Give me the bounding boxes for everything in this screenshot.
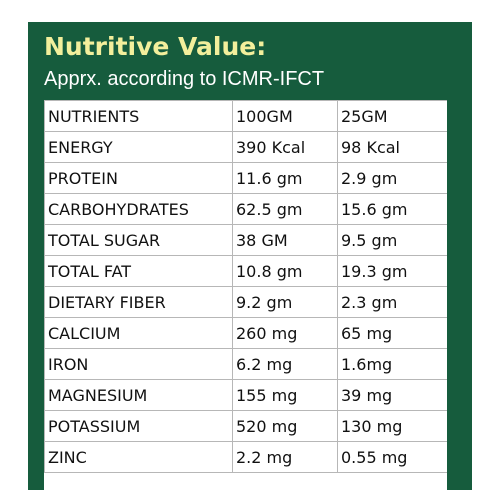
table-row-potassium: POTASSIUM 520 mg 130 mg — [44, 410, 447, 442]
table-row-protein: PROTEIN 11.6 gm 2.9 gm — [44, 162, 447, 194]
value-25gm: 0.55 mg — [337, 441, 447, 473]
value-100gm: 155 mg — [232, 379, 338, 411]
value-25gm: 39 mg — [337, 379, 447, 411]
nutritive-value-panel: Nutritive Value: Apprx. according to ICM… — [28, 22, 472, 490]
value-25gm: 9.5 gm — [337, 224, 447, 256]
table-header-row: NUTRIENTS 100GM 25GM — [44, 100, 447, 132]
nutrient-name: TOTAL SUGAR — [44, 224, 233, 256]
panel-title: Nutritive Value: — [44, 32, 267, 61]
value-100gm: 10.8 gm — [232, 255, 338, 287]
value-100gm: 9.2 gm — [232, 286, 338, 318]
header-25gm: 25GM — [337, 100, 447, 132]
value-25gm: 15.6 gm — [337, 193, 447, 225]
value-100gm: 62.5 gm — [232, 193, 338, 225]
nutrient-name: PROTEIN — [44, 162, 233, 194]
nutrient-name: CALCIUM — [44, 317, 233, 349]
nutrient-name: ZINC — [44, 441, 233, 473]
nutrition-table-container: NUTRIENTS 100GM 25GM ENERGY 390 Kcal 98 … — [44, 100, 447, 490]
value-100gm: 11.6 gm — [232, 162, 338, 194]
nutrition-table: NUTRIENTS 100GM 25GM ENERGY 390 Kcal 98 … — [44, 100, 447, 473]
value-25gm: 19.3 gm — [337, 255, 447, 287]
nutrient-name: TOTAL FAT — [44, 255, 233, 287]
nutrient-name: MAGNESIUM — [44, 379, 233, 411]
value-25gm: 65 mg — [337, 317, 447, 349]
table-row-zinc: ZINC 2.2 mg 0.55 mg — [44, 441, 447, 473]
nutrient-name: ENERGY — [44, 131, 233, 163]
value-100gm: 520 mg — [232, 410, 338, 442]
table-row-calcium: CALCIUM 260 mg 65 mg — [44, 317, 447, 349]
nutrient-name: IRON — [44, 348, 233, 380]
table-row-magnesium: MAGNESIUM 155 mg 39 mg — [44, 379, 447, 411]
value-25gm: 1.6mg — [337, 348, 447, 380]
table-row-carbohydrates: CARBOHYDRATES 62.5 gm 15.6 gm — [44, 193, 447, 225]
value-25gm: 2.9 gm — [337, 162, 447, 194]
table-row-iron: IRON 6.2 mg 1.6mg — [44, 348, 447, 380]
table-row-dietary-fiber: DIETARY FIBER 9.2 gm 2.3 gm — [44, 286, 447, 318]
nutrient-name: DIETARY FIBER — [44, 286, 233, 318]
panel-subtitle: Apprx. according to ICMR-IFCT — [44, 68, 325, 90]
value-25gm: 2.3 gm — [337, 286, 447, 318]
value-25gm: 130 mg — [337, 410, 447, 442]
value-100gm: 390 Kcal — [232, 131, 338, 163]
nutrient-name: POTASSIUM — [44, 410, 233, 442]
nutrient-name: CARBOHYDRATES — [44, 193, 233, 225]
value-100gm: 2.2 mg — [232, 441, 338, 473]
header-nutrients: NUTRIENTS — [44, 100, 233, 132]
value-100gm: 260 mg — [232, 317, 338, 349]
value-25gm: 98 Kcal — [337, 131, 447, 163]
table-row-total-fat: TOTAL FAT 10.8 gm 19.3 gm — [44, 255, 447, 287]
value-100gm: 6.2 mg — [232, 348, 338, 380]
value-100gm: 38 GM — [232, 224, 338, 256]
table-row-energy: ENERGY 390 Kcal 98 Kcal — [44, 131, 447, 163]
header-100gm: 100GM — [232, 100, 338, 132]
table-row-total-sugar: TOTAL SUGAR 38 GM 9.5 gm — [44, 224, 447, 256]
